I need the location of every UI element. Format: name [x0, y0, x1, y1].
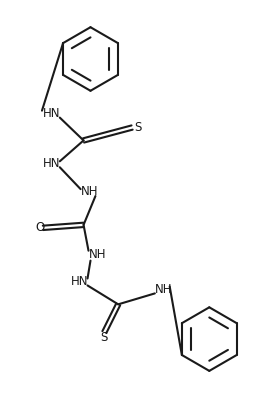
- Text: S: S: [134, 121, 142, 134]
- Text: NH: NH: [81, 185, 98, 198]
- Text: HN: HN: [43, 157, 61, 170]
- Text: HN: HN: [43, 107, 61, 120]
- Text: HN: HN: [71, 275, 88, 288]
- Text: O: O: [35, 221, 44, 234]
- Text: NH: NH: [88, 248, 106, 261]
- Text: NH: NH: [155, 283, 172, 296]
- Text: S: S: [101, 330, 108, 344]
